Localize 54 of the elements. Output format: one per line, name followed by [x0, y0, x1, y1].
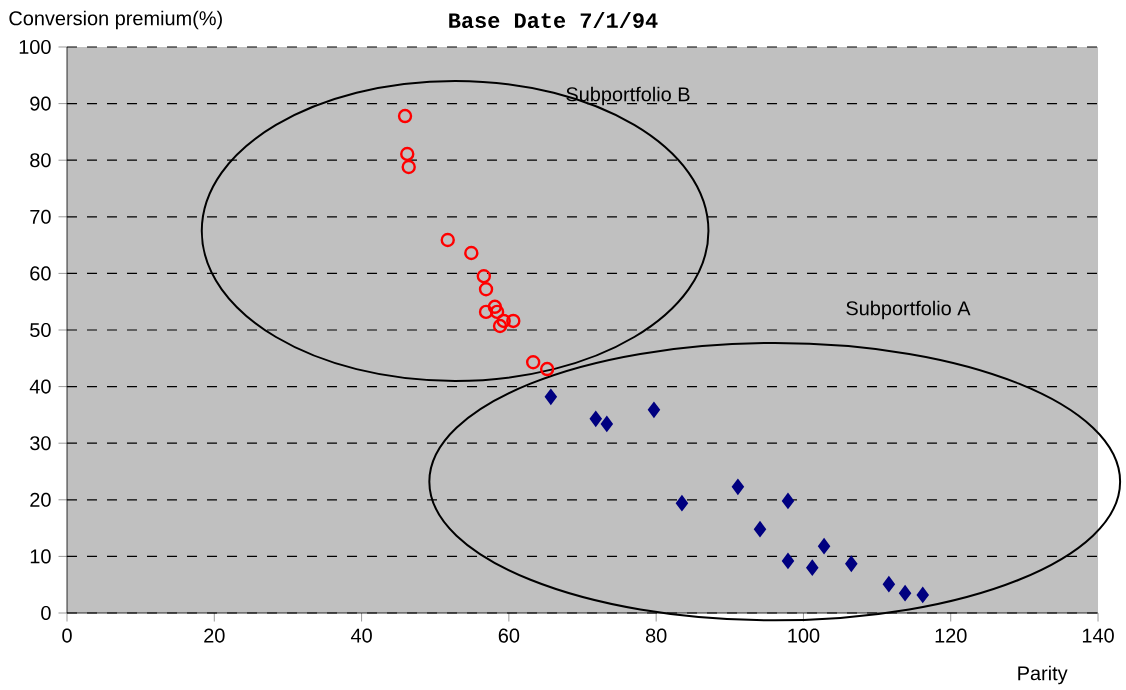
point — [401, 159, 416, 175]
point — [476, 269, 492, 284]
point — [899, 585, 912, 601]
y-tick-label: 50 — [30, 322, 51, 338]
point — [781, 493, 794, 509]
point — [781, 553, 794, 569]
point — [589, 411, 602, 427]
point — [478, 282, 494, 297]
annotation: Subportfolio B — [566, 86, 690, 106]
point — [492, 318, 508, 334]
point — [489, 304, 505, 320]
chart-title: Base Date 7/1/94 — [449, 11, 658, 29]
point — [496, 313, 511, 329]
point — [845, 556, 858, 572]
y-tick-label: 60 — [30, 266, 51, 281]
point — [506, 313, 521, 329]
x-tick-label: 80 — [645, 628, 667, 643]
point — [731, 479, 744, 495]
y-axis-title: Conversion premium(%) — [9, 10, 222, 30]
y-tick-label: 100 — [19, 39, 51, 55]
point — [400, 146, 415, 162]
y-tick-label: 30 — [30, 436, 51, 451]
x-tick-label: 140 — [1082, 628, 1114, 643]
point — [675, 495, 688, 511]
point — [525, 355, 541, 370]
y-tick-label: 20 — [30, 492, 51, 507]
y-tick-label: 0 — [41, 605, 51, 621]
x-tick-label: 0 — [62, 628, 72, 643]
point — [916, 587, 929, 603]
x-tick-label: 40 — [350, 628, 372, 643]
point — [440, 232, 455, 248]
point — [600, 416, 613, 432]
x-axis-title: Parity — [1018, 665, 1068, 685]
point — [544, 389, 557, 405]
point — [464, 245, 479, 261]
x-tick-label: 20 — [204, 628, 225, 643]
point — [397, 108, 413, 124]
point — [754, 521, 766, 537]
point — [487, 299, 503, 314]
point — [478, 304, 494, 320]
point — [647, 402, 660, 418]
y-tick-label: 70 — [30, 209, 51, 224]
point — [539, 361, 555, 377]
x-tick-label: 120 — [935, 628, 967, 643]
y-tick-label: 10 — [30, 549, 51, 564]
point — [882, 576, 895, 592]
point — [806, 560, 819, 576]
x-tick-label: 60 — [498, 628, 520, 643]
x-tick-label: 100 — [788, 628, 820, 643]
annotation: Subportfolio A — [846, 300, 971, 320]
y-tick-label: 80 — [30, 153, 51, 168]
point — [818, 538, 831, 554]
y-tick-label: 90 — [30, 96, 51, 111]
y-tick-label: 40 — [29, 379, 51, 394]
